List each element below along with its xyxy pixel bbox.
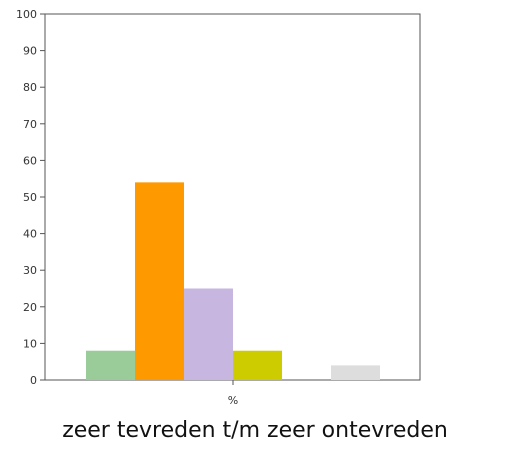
y-tick-label: 100 xyxy=(16,8,37,21)
y-tick-label: 40 xyxy=(23,228,37,241)
bar-series-2 xyxy=(135,182,184,380)
y-tick-label: 50 xyxy=(23,191,37,204)
x-tick-label: % xyxy=(228,394,238,407)
bar-series-6 xyxy=(331,365,380,380)
y-tick-label: 20 xyxy=(23,301,37,314)
y-tick-label: 80 xyxy=(23,81,37,94)
y-tick-label: 30 xyxy=(23,264,37,277)
y-tick-label: 70 xyxy=(23,118,37,131)
bar-series-1 xyxy=(86,350,135,380)
y-tick-label: 90 xyxy=(23,45,37,58)
y-tick-label: 0 xyxy=(30,374,37,387)
chart-labels: 0 10 20 30 40 50 60 70 80 90 100% xyxy=(16,8,238,407)
chart-caption: zeer tevreden t/m zeer ontevreden xyxy=(62,418,448,443)
y-tick-label: 10 xyxy=(23,337,37,350)
chart-bars xyxy=(86,182,380,380)
y-tick-label: 60 xyxy=(23,154,37,167)
bar-series-3 xyxy=(184,288,233,380)
bar-series-4 xyxy=(233,350,282,380)
